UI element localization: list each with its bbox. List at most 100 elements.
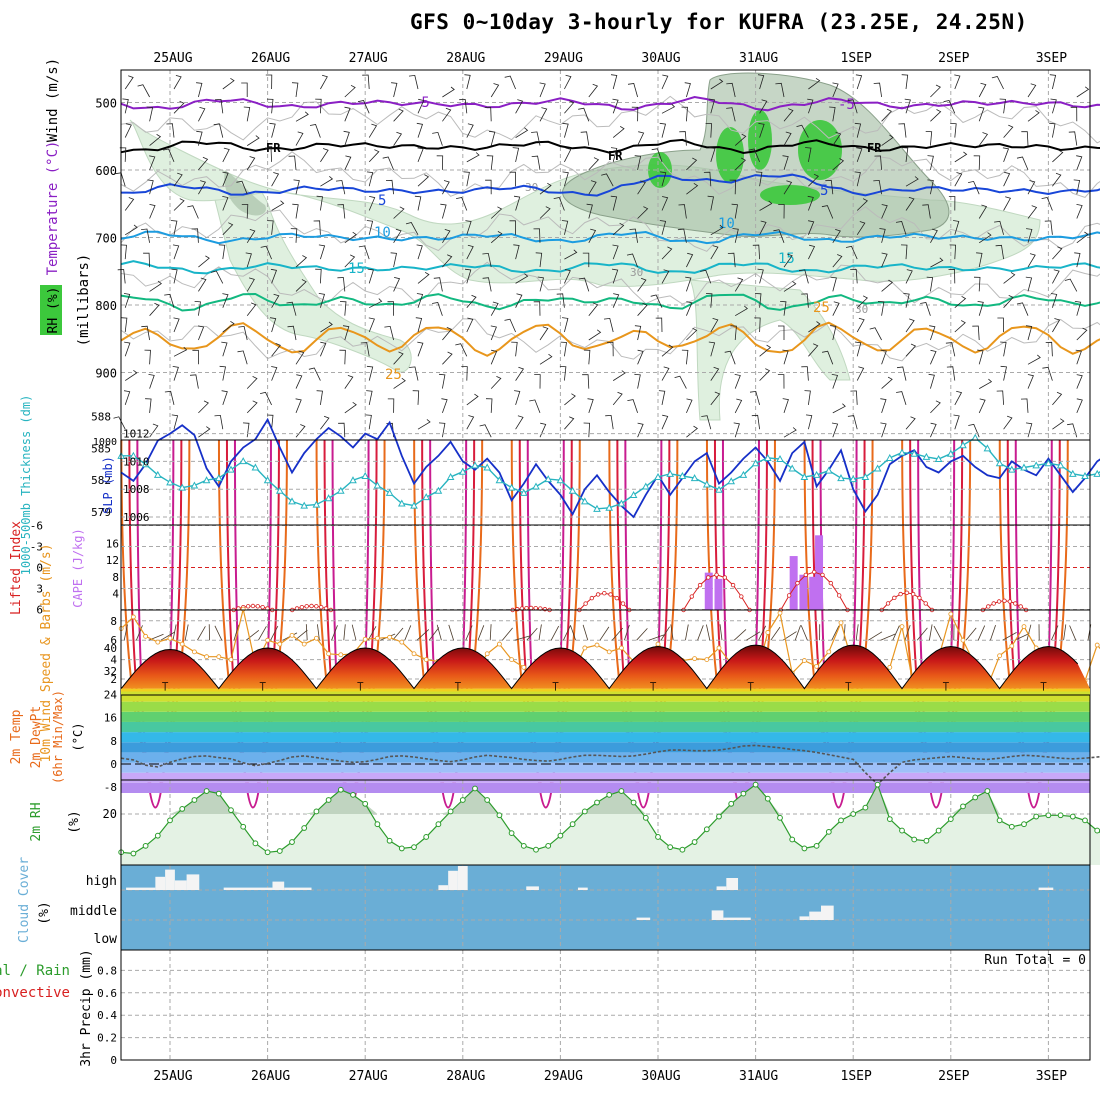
upper-barb-20-876	[360, 342, 370, 357]
li-point-4-2	[697, 582, 703, 588]
upper-barb-50-804	[734, 305, 748, 317]
upper-barb-56-516	[807, 98, 814, 114]
upper-barb-8-984	[214, 414, 224, 430]
upper-barb-26-912	[438, 373, 446, 389]
upper-barb-30-948	[485, 398, 493, 413]
upper-barb-76-588	[1052, 149, 1064, 163]
wind10-point-68	[948, 611, 954, 617]
upper-barb-66-876	[930, 349, 937, 365]
li-point-3-4	[602, 591, 607, 596]
upper-barb-42-588	[634, 155, 642, 170]
rh2m-fill-high	[121, 784, 1100, 814]
wind10-barb-1	[136, 625, 143, 641]
upper-barb-52-696	[759, 220, 767, 235]
upper-legend-rh: RH (%)	[46, 287, 61, 334]
upper-barb-18-516	[344, 106, 351, 122]
upper-barb-46-840	[686, 327, 698, 341]
upper-barb-14-588	[288, 155, 297, 170]
wind10-barb-12	[270, 625, 279, 641]
upper-barb-48-696	[710, 224, 724, 236]
upper-barb-6-660	[187, 205, 199, 219]
rh2m-point-18	[337, 786, 344, 793]
rh2m-point-56	[801, 845, 808, 852]
upper-barb-68-732	[949, 244, 957, 260]
thickness-point-7	[202, 476, 211, 484]
upper-barb-36-984	[564, 416, 575, 430]
thick-tick-579: 579	[91, 506, 111, 519]
date-top-30AUG: 30AUG	[641, 51, 680, 66]
cloud-level-high: high	[86, 874, 117, 889]
date-bottom-25AUG: 25AUG	[153, 1069, 192, 1084]
isotherm-20	[121, 292, 1100, 312]
isotherm-5	[121, 173, 1100, 197]
rh2m-point-46	[679, 846, 686, 853]
upper-barb-74-660	[1027, 205, 1038, 219]
upper-barb-44-948	[658, 390, 666, 405]
upper-barb-68-840	[954, 320, 966, 333]
upper-barb-60-984	[847, 415, 858, 430]
upper-barb-0-588	[119, 147, 127, 162]
wind10-barb-3	[160, 631, 175, 641]
wind10-barb-17	[331, 625, 338, 641]
upper-barb-62-804	[877, 301, 885, 316]
upper-barb-28-588	[466, 152, 480, 163]
rh2m-point-43	[642, 814, 649, 821]
isotherm-warm-2-90	[1014, 439, 1053, 809]
upper-barb-52-732	[752, 244, 760, 260]
upper-barb-48-840	[710, 318, 719, 333]
upper-barb-8-768	[210, 270, 224, 284]
upper-barb-70-552	[978, 132, 989, 146]
upper-barb-66-480	[930, 84, 941, 98]
upper-barb-60-480	[855, 74, 863, 90]
upper-barb-34-660	[539, 206, 551, 219]
thickness-point-23	[397, 499, 406, 507]
precip-tick-0_8: 0.8	[97, 964, 117, 977]
temp-minmax-bar-2	[357, 682, 364, 691]
upper-barb-22-696	[393, 228, 402, 244]
slp-tick-1012: 1012	[123, 428, 150, 441]
upper-barb-26-516	[442, 107, 452, 122]
wind10-point-23	[399, 639, 405, 645]
upper-barb-10-912	[246, 376, 258, 389]
upper-barb-50-948	[734, 398, 743, 414]
upper-barb-38-912	[582, 374, 590, 389]
thickness-point-16	[312, 500, 321, 508]
upper-barb-56-480	[808, 77, 821, 90]
upper-barb-24-732	[416, 244, 423, 260]
upper-barb-18-948	[344, 401, 357, 414]
upper-barb-66-732	[930, 257, 944, 268]
wind10-barb-16	[317, 624, 320, 641]
upper-barb-16-732	[318, 244, 326, 260]
upper-barb-8-912	[219, 365, 226, 381]
thickness-point-62	[873, 464, 882, 472]
upper-barb-32-552	[515, 127, 529, 138]
upper-barb-58-552	[832, 131, 842, 146]
upper-barb-8-516	[214, 98, 224, 114]
thickness-point-69	[959, 441, 967, 449]
wind10-point-16	[313, 635, 319, 641]
temp-minmax-bar-6	[747, 682, 754, 691]
thickness-point-71	[983, 444, 992, 452]
wind10-point-15	[301, 641, 307, 647]
upper-barb-38-624	[588, 180, 597, 195]
upper-barb-74-768	[1025, 276, 1033, 292]
thickness-point-29	[471, 461, 479, 469]
thickness-point-67	[934, 454, 943, 462]
upper-barb-74-912	[1027, 374, 1034, 389]
upper-barb-54-768	[783, 280, 797, 292]
upper-barb-64-768	[905, 269, 913, 284]
upper-barb-30-624	[485, 179, 492, 195]
thickness-point-20	[361, 471, 370, 479]
thickness-point-39	[593, 504, 601, 512]
upper-barb-26-984	[438, 422, 446, 438]
upper-barb-34-696	[533, 228, 541, 243]
upper-barb-48-552	[705, 123, 713, 138]
li-point-7-3	[996, 599, 1002, 604]
rh2m-point-21	[374, 821, 381, 828]
wind10-barb-64	[904, 624, 911, 641]
upper-barb-68-696	[953, 220, 960, 235]
li-point-5-5	[820, 572, 825, 578]
upper-barb-54-984	[783, 427, 797, 438]
label-m5-b: -5	[838, 97, 855, 113]
thickness-point-13	[275, 486, 284, 494]
